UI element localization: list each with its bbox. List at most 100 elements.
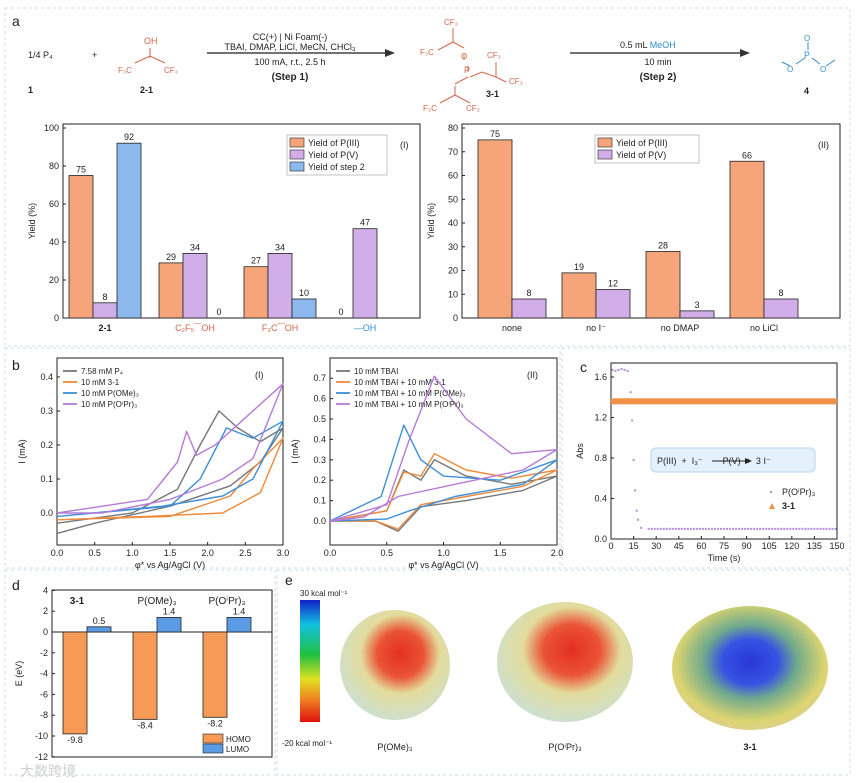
bar (68, 175, 94, 319)
data-point (831, 527, 834, 530)
chart-tag: (I) (400, 140, 409, 150)
panel-label-d: d (12, 577, 20, 593)
y-tick-label: 1.2 (594, 413, 607, 423)
panel-b-frame (4, 347, 561, 569)
data-point (738, 527, 741, 530)
y-tick-label: 0 (54, 313, 59, 323)
bar (92, 302, 118, 319)
legend-label: 10 mM P(OⁱPr)₃ (81, 400, 137, 409)
legend-swatch (202, 743, 224, 754)
legend-label: 10 mM P(OMe)₃ (81, 389, 139, 398)
y-axis-label: Yield (%) (426, 203, 436, 239)
data-point (753, 527, 756, 530)
x-axis-label: Time (s) (708, 553, 741, 563)
data-point (729, 527, 732, 530)
o-label: O (804, 34, 810, 43)
y-tick-label: -12 (35, 752, 48, 762)
legend-marker (770, 491, 772, 493)
bar-value-label: 8 (526, 288, 531, 298)
y-tick-label: 40 (49, 237, 59, 247)
data-point (656, 527, 659, 530)
bar-value-label: 75 (76, 165, 86, 175)
y-tick-label: -10 (35, 731, 48, 741)
data-point (756, 527, 759, 530)
y-tick-label: 1.6 (594, 372, 607, 382)
bar (243, 266, 269, 319)
x-tick-label: 135 (807, 541, 822, 551)
reaction-scheme: 1/4 P₄ + 1 OH F₃C CF₃ 2-1 CC(+) | Ni Foa… (28, 18, 836, 113)
data-point (686, 527, 689, 530)
panel-label-a: a (12, 13, 20, 29)
data-point (795, 527, 798, 530)
bar-value-label: 0.5 (93, 616, 106, 626)
bar-value-label: 27 (251, 256, 261, 266)
data-point (629, 391, 632, 394)
x-tick-label: 90 (742, 541, 752, 551)
bar-value-label: -9.8 (67, 735, 83, 745)
data-point (834, 527, 837, 530)
data-point (634, 489, 637, 492)
legend-label: 10 mM TBAI + 10 mM P(OMe)₃ (354, 389, 465, 398)
step1-conditions-2: TBAI, DMAP, LiCl, MeCN, CHCl₃ (224, 42, 355, 52)
x-axis-label: φ* vs Ag/AgCl (V) (408, 560, 478, 570)
bar (595, 289, 631, 319)
bar-value-label: 75 (490, 129, 500, 139)
bar (679, 310, 715, 319)
legend-swatch (289, 149, 305, 160)
cv-curve (329, 453, 558, 530)
step2-conditions-1: 0.5 mL MeOH (620, 40, 676, 50)
y-tick-label: 0.4 (40, 372, 53, 382)
x-tick-label: 105 (762, 541, 777, 551)
data-point (716, 527, 719, 530)
y-tick-label: -2 (40, 648, 48, 658)
data-point (828, 527, 831, 530)
legend-swatch (597, 137, 613, 148)
reactant-p4: 1/4 P₄ (28, 50, 53, 60)
y-tick-label: 0.2 (313, 475, 326, 485)
y-tick-label: 4 (43, 585, 48, 595)
y-axis-label: I (mA) (290, 439, 300, 464)
data-point (744, 527, 747, 530)
bar-value-label: 66 (742, 150, 752, 160)
x-tick-label: 60 (696, 541, 706, 551)
panel-d-frame (4, 569, 276, 776)
data-point (695, 527, 698, 530)
legend-label: 10 mM 3-1 (81, 378, 120, 387)
y-tick-label: 20 (49, 275, 59, 285)
bar-value-label: 92 (124, 132, 134, 142)
data-point (816, 527, 819, 530)
legend-swatch (597, 149, 613, 160)
bar (267, 252, 293, 319)
step1-label: (Step 1) (272, 72, 309, 83)
panel-a-frame (4, 7, 851, 347)
y-tick-label: 60 (49, 199, 59, 209)
x-axis-label: φ* vs Ag/AgCl (V) (135, 560, 205, 570)
watermark: 大数跨境 (20, 763, 76, 779)
bar-value-label: 1.4 (233, 606, 246, 616)
data-point (659, 527, 662, 530)
legend-marker (769, 503, 775, 509)
cf3-label: CF₃ (164, 66, 178, 75)
esp-map-3-1 (672, 606, 828, 730)
data-point (801, 527, 804, 530)
legend-label: Yield of P(V) (308, 150, 358, 160)
y-tick-label: 0 (453, 313, 458, 323)
x-tick-label: 1.5 (494, 548, 507, 558)
y-tick-label: 10 (448, 289, 458, 299)
category-label: no DMAP (661, 323, 700, 333)
bar (477, 139, 513, 319)
oh-label: OH (144, 36, 158, 46)
x-tick-label: 0 (608, 541, 613, 551)
bar (645, 251, 681, 319)
x-tick-label: 2.5 (239, 548, 252, 558)
y-tick-label: 0.1 (313, 496, 326, 506)
data-point (632, 459, 635, 462)
data-point (617, 368, 620, 371)
bar-value-label: 47 (360, 218, 370, 228)
data-point (637, 518, 640, 521)
bar (352, 228, 378, 319)
bar (156, 617, 182, 633)
data-point (698, 527, 701, 530)
data-point (668, 527, 671, 530)
